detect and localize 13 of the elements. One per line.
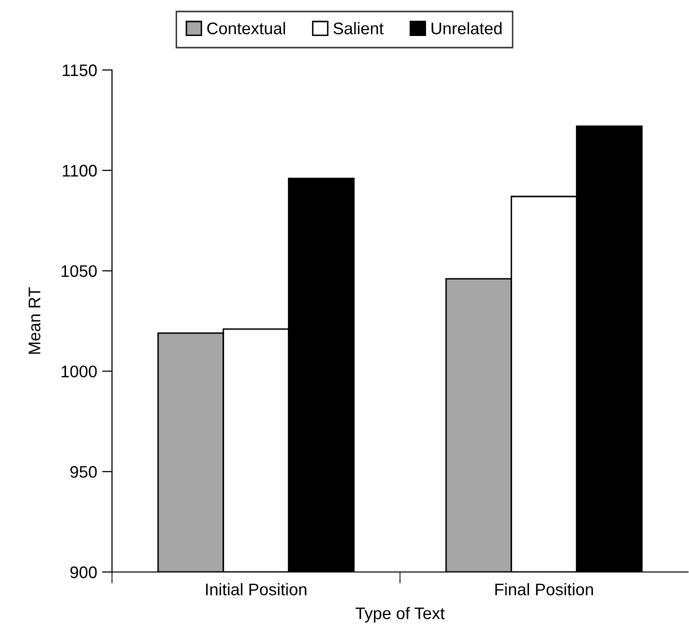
legend-label: Unrelated (432, 22, 502, 34)
y-tick-label: 1150 (62, 64, 97, 76)
x-tick-label: Initial Position (206, 583, 306, 596)
legend-label: Contextual (207, 22, 285, 34)
y-tick-label: 1000 (62, 366, 97, 378)
y-tick-label: 1050 (62, 265, 97, 278)
x-tick-label: Final Position (495, 583, 593, 596)
x-axis-title: Type of Text (356, 607, 445, 623)
y-tick-label: 900 (70, 566, 97, 578)
y-tick-label: 950 (70, 466, 97, 478)
y-axis-title: Mean RT (28, 287, 40, 354)
y-tick-label: 1100 (62, 164, 97, 177)
legend-label: Salient (333, 22, 384, 34)
